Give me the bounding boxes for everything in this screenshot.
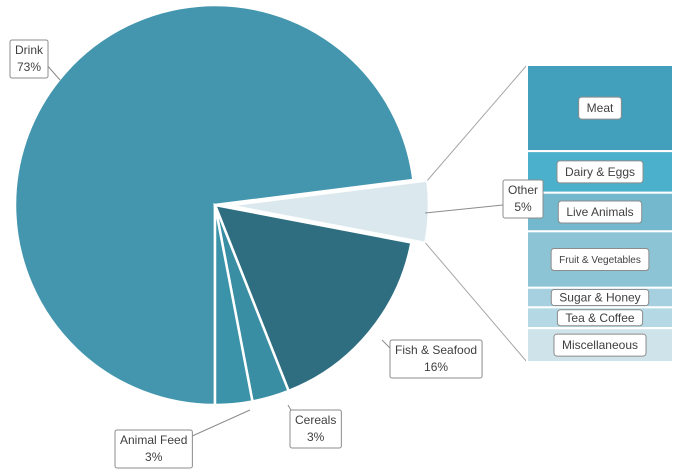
bar-label-text: Dairy & Eggs [565,165,635,179]
pie-label: Other 5% [502,179,544,219]
pie-slice [213,204,254,407]
bar-label: Miscellaneous [553,333,647,357]
value-label: 3% [307,430,325,444]
category-label: Animal Feed [120,433,187,447]
label-box [556,309,644,327]
value-label: 5% [514,200,532,214]
pie-label: Fish & Seafood 16% [389,339,483,379]
value-label: 73% [17,60,41,74]
pie-label: Animal Feed 3% [114,429,193,469]
category-label: Cereals [295,413,336,427]
label-box [389,339,483,379]
bar-label-text: Fruit & Vegetables [559,255,641,266]
bar-label: Sugar & Honey [550,289,650,307]
bar-label: Fruit & Vegetables [550,248,650,272]
value-label: 3% [145,450,163,464]
bar-label: Live Animals [557,200,643,224]
leader-line [189,409,251,438]
bar-label: Dairy & Eggs [556,160,644,184]
label-box [114,429,193,469]
pie-label: Cereals 3% [289,409,342,449]
label-box [550,289,650,307]
label-box [289,409,342,449]
category-label: Drink [15,43,44,57]
label-box [578,96,622,120]
label-box [557,200,643,224]
label-box [553,333,647,357]
leader-line [381,339,391,349]
label-box [550,248,650,272]
pie-label: Drink 73% [9,39,49,79]
bar-label-text: Meat [587,101,614,115]
label-box [502,179,544,219]
bar-label-text: Miscellaneous [562,338,638,352]
bar-label: Meat [578,96,622,120]
label-box [9,39,49,79]
label-box [556,160,644,184]
bar-label-text: Tea & Coffee [565,311,634,325]
category-label: Fish & Seafood [395,343,477,357]
connector-line [427,64,528,181]
bar-label-text: Sugar & Honey [559,291,640,305]
connector-line [425,242,528,363]
pie-slice [228,178,431,245]
leader-line [424,204,504,214]
value-label: 16% [424,360,448,374]
bar-label-text: Live Animals [566,205,633,219]
bar-label: Tea & Coffee [556,309,644,327]
pie-slice [213,203,413,393]
category-label: Other [508,183,538,197]
